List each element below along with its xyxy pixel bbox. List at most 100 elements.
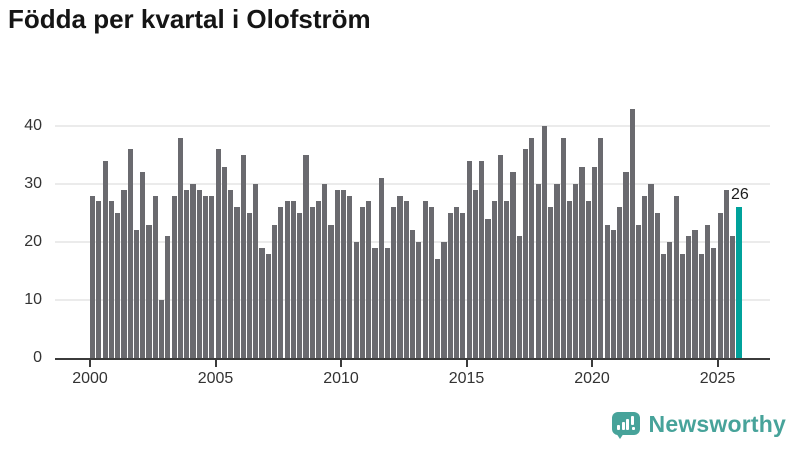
bar-2023-q4 bbox=[686, 236, 692, 358]
bar-2005-q3 bbox=[228, 189, 234, 358]
bar-2004-q4 bbox=[209, 195, 215, 358]
bar-2001-q4 bbox=[133, 230, 140, 358]
bar-2015-q4 bbox=[485, 218, 491, 358]
bar-2007-q2 bbox=[271, 224, 278, 358]
bar-2001-q2 bbox=[121, 189, 127, 358]
bar-2016-q4 bbox=[510, 172, 516, 358]
bar-2013-q4 bbox=[435, 259, 441, 358]
gridline-30 bbox=[55, 183, 770, 185]
newsworthy-chart-bubble-icon bbox=[611, 411, 640, 439]
bar-2006-q1 bbox=[240, 155, 246, 358]
bar-2009-q2 bbox=[322, 184, 328, 358]
x-tick-2010 bbox=[340, 360, 342, 367]
bar-2001-q3 bbox=[127, 149, 133, 358]
bar-2014-q1 bbox=[441, 242, 447, 358]
bar-2019-q1 bbox=[566, 201, 573, 358]
bar-2009-q1 bbox=[315, 201, 322, 358]
bar-2003-q1 bbox=[165, 236, 171, 358]
x-tick-label-2005: 2005 bbox=[197, 370, 234, 387]
y-tick-label-10: 10 bbox=[24, 291, 42, 308]
bar-2016-q2 bbox=[497, 155, 504, 358]
x-tick-label-2025: 2025 bbox=[699, 370, 736, 387]
bar-2019-q2 bbox=[573, 184, 579, 358]
bar-2005-q1 bbox=[215, 149, 221, 358]
bar-2020-q3 bbox=[604, 224, 610, 358]
bar-2008-q1 bbox=[290, 201, 296, 358]
bar-2012-q1 bbox=[391, 207, 397, 358]
bar-2002-q3 bbox=[152, 195, 158, 358]
bar-2014-q3 bbox=[453, 207, 460, 358]
bar-2023-q2 bbox=[673, 195, 679, 358]
bar-2016-q1 bbox=[491, 201, 497, 358]
bar-2010-q3 bbox=[353, 242, 359, 358]
bar-2018-q1 bbox=[541, 126, 547, 358]
x-tick-2005 bbox=[214, 360, 217, 367]
bar-value-label: 26 bbox=[731, 186, 749, 204]
bar-2025-q3 bbox=[730, 236, 736, 358]
bar-2023-q1 bbox=[667, 242, 673, 358]
newsworthy-wordmark: Newsworthy bbox=[648, 410, 786, 437]
bar-2024-q3 bbox=[704, 224, 711, 358]
bar-2021-q1 bbox=[617, 207, 623, 358]
bar-2013-q3 bbox=[428, 207, 435, 358]
bar-2004-q1 bbox=[190, 184, 196, 358]
bar-2000-q4 bbox=[108, 201, 114, 358]
y-tick-label-30: 30 bbox=[24, 175, 42, 192]
bar-2012-q4 bbox=[410, 230, 416, 358]
bar-2015-q1 bbox=[466, 160, 472, 358]
bar-2022-q4 bbox=[661, 253, 667, 358]
bar-2007-q3 bbox=[278, 207, 284, 358]
bar-2024-q1 bbox=[692, 230, 698, 358]
bar-2019-q3 bbox=[579, 166, 585, 358]
bar-2017-q4 bbox=[535, 184, 541, 358]
logo-mini-bar-3 bbox=[626, 418, 630, 430]
bar-2002-q4 bbox=[159, 300, 165, 358]
bar-2007-q1 bbox=[265, 253, 271, 358]
bar-2006-q2 bbox=[246, 213, 253, 358]
y-tick-label-20: 20 bbox=[24, 233, 42, 250]
y-tick-label-40: 40 bbox=[24, 117, 42, 134]
bar-2014-q2 bbox=[447, 213, 453, 358]
x-tick-label-2000: 2000 bbox=[72, 370, 108, 387]
bar-2025-q1 bbox=[717, 213, 723, 358]
bar-2025-q4-highlighted bbox=[736, 207, 742, 358]
bar-2006-q3 bbox=[253, 184, 259, 358]
logo-bubble-shape bbox=[611, 411, 640, 435]
bar-2024-q2 bbox=[698, 253, 704, 358]
bar-2020-q4 bbox=[610, 230, 616, 358]
x-tick-label-2015: 2015 bbox=[448, 370, 485, 387]
bar-2005-q2 bbox=[221, 166, 227, 358]
x-tick-2025 bbox=[716, 360, 719, 367]
bar-2017-q3 bbox=[529, 137, 535, 358]
bar-2017-q1 bbox=[516, 236, 522, 358]
bar-2021-q2 bbox=[623, 172, 629, 358]
chart-title: Födda per kvartal i Olofström bbox=[8, 4, 371, 34]
bar-2013-q2 bbox=[422, 201, 428, 358]
bar-2023-q3 bbox=[679, 253, 686, 358]
bar-2012-q3 bbox=[403, 201, 409, 358]
bar-2018-q3 bbox=[554, 184, 560, 358]
bar-2004-q3 bbox=[202, 195, 209, 358]
bar-2020-q2 bbox=[598, 137, 604, 358]
bar-2002-q1 bbox=[140, 172, 146, 358]
bar-2022-q1 bbox=[642, 195, 648, 358]
bar-2025-q2 bbox=[723, 189, 729, 358]
bar-2012-q2 bbox=[397, 195, 403, 358]
bar-2014-q4 bbox=[460, 213, 466, 358]
bar-2021-q4 bbox=[635, 224, 642, 358]
gridline-40 bbox=[55, 125, 770, 127]
bar-2004-q2 bbox=[196, 189, 202, 358]
bar-2018-q2 bbox=[548, 207, 554, 358]
bar-2022-q3 bbox=[654, 213, 660, 358]
newsworthy-logo: Newsworthy bbox=[611, 406, 786, 442]
bar-2010-q1 bbox=[341, 189, 347, 358]
bar-2002-q2 bbox=[146, 224, 152, 358]
x-tick-2015 bbox=[465, 360, 468, 367]
x-tick-label-2010: 2010 bbox=[323, 370, 359, 387]
bar-2000-q1 bbox=[90, 195, 96, 358]
bar-2000-q2 bbox=[96, 201, 102, 358]
logo-mini-bar-1 bbox=[617, 424, 621, 430]
bar-2010-q2 bbox=[347, 195, 353, 358]
bar-2013-q1 bbox=[416, 242, 422, 358]
